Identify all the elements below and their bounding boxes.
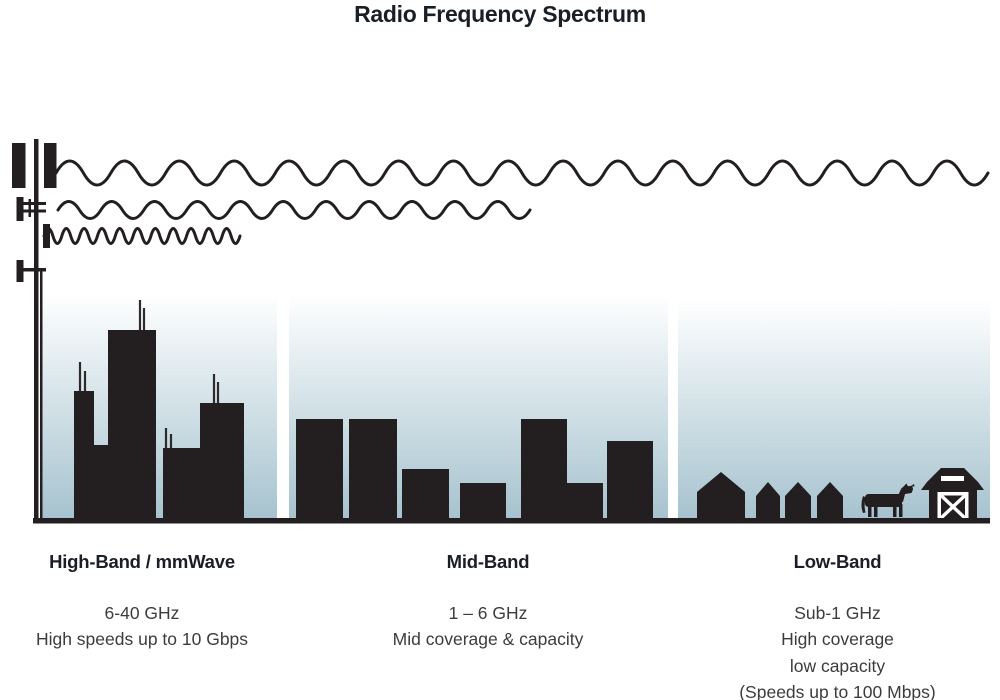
- high-band-frequency: 6-40 GHz: [104, 602, 180, 623]
- mid-building: [402, 469, 449, 518]
- mid-band-heading: Mid-Band: [446, 551, 530, 572]
- mid-building: [607, 441, 653, 518]
- barn-icon: [921, 468, 984, 520]
- cow-icon: [861, 483, 915, 517]
- high-band-description: High speeds up to 10 Gbps: [35, 629, 249, 649]
- mid-band-label: Mid-Band 1 – 6 GHz Mid coverage & capaci…: [345, 549, 631, 653]
- short-wavelength-wave-icon: [42, 227, 242, 245]
- ground-baseline: [33, 518, 990, 524]
- high-band-heading: High-Band / mmWave: [49, 551, 235, 572]
- low-rise-building: [94, 445, 108, 518]
- high-band-label: High-Band / mmWave 6-40 GHz High speeds …: [10, 549, 274, 653]
- low-band-coverage: High coverage: [781, 629, 894, 649]
- skyscraper: [74, 391, 94, 518]
- house-icon: [697, 472, 745, 518]
- low-rise-building: [163, 448, 200, 518]
- house-icon: [817, 482, 843, 518]
- mid-band-town-buildings: [296, 419, 653, 518]
- high-band-city-skyline: [74, 300, 244, 518]
- low-band-label: Low-Band Sub-1 GHz High coverage low cap…: [700, 549, 975, 700]
- radio-waves: [42, 159, 990, 245]
- cell-tower-icon: [12, 139, 57, 523]
- long-wavelength-wave-icon: [54, 159, 990, 187]
- mid-band-frequency: 1 – 6 GHz: [448, 602, 528, 623]
- page-title: Radio Frequency Spectrum: [354, 1, 646, 27]
- mid-band-description: Mid coverage & capacity: [392, 629, 584, 649]
- low-band-frequency: Sub-1 GHz: [794, 602, 881, 623]
- house-icon: [756, 482, 780, 518]
- mid-building: [460, 483, 506, 518]
- low-band-speed: (Speeds up to 100 Mbps): [739, 682, 936, 700]
- low-band-capacity: low capacity: [789, 655, 886, 676]
- mid-building: [567, 483, 603, 518]
- house-icon: [785, 482, 811, 518]
- spectrum-diagram: [12, 139, 990, 524]
- mid-building: [296, 419, 343, 518]
- skyscraper: [200, 403, 244, 518]
- low-band-rural-farm: [697, 468, 984, 520]
- mid-building: [349, 419, 397, 518]
- mid-building: [521, 419, 567, 518]
- skyscraper: [108, 330, 156, 518]
- medium-wavelength-wave-icon: [56, 200, 532, 220]
- low-band-heading: Low-Band: [793, 551, 882, 572]
